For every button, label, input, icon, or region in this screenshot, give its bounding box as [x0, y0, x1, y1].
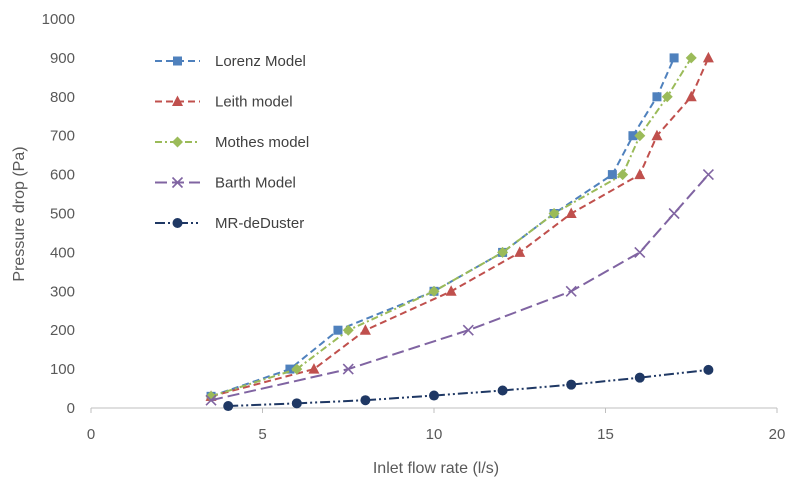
- data-point: [428, 285, 440, 297]
- data-point: [669, 53, 679, 63]
- data-point: [628, 131, 638, 141]
- legend-marker: [173, 56, 182, 66]
- data-point: [497, 385, 508, 396]
- data-point: [333, 325, 343, 335]
- data-point: [342, 363, 354, 375]
- data-point: [702, 169, 714, 181]
- y-tick-label: 500: [50, 206, 75, 223]
- legend-marker: [172, 136, 183, 148]
- series-line: [210, 57, 710, 398]
- series-4: [223, 364, 714, 412]
- x-axis-title: Inlet flow rate (l/s): [373, 460, 499, 477]
- data-point: [497, 246, 509, 258]
- x-tick-label: 15: [597, 426, 614, 443]
- y-tick-label: 700: [50, 128, 75, 145]
- y-tick-label: 200: [50, 322, 75, 339]
- y-axis-title: Pressure drop (Pa): [11, 146, 28, 281]
- legend-item: Lorenz Model: [155, 53, 306, 70]
- data-point: [703, 364, 714, 375]
- data-point: [291, 398, 302, 409]
- series-line: [210, 57, 676, 398]
- legend-label: Barth Model: [215, 175, 296, 192]
- y-tick-label: 800: [50, 89, 75, 106]
- data-point: [359, 324, 371, 335]
- data-point: [565, 207, 577, 218]
- y-tick-label: 400: [50, 244, 75, 261]
- data-point: [205, 394, 217, 406]
- legend-label: Mothes model: [215, 134, 309, 151]
- data-point: [634, 168, 646, 180]
- series-line: [210, 57, 693, 398]
- data-point: [685, 52, 697, 64]
- data-point: [360, 395, 371, 406]
- data-point: [514, 246, 526, 257]
- data-point: [429, 390, 439, 401]
- data-point: [634, 246, 646, 258]
- legend-marker: [171, 176, 184, 189]
- data-point: [652, 92, 662, 102]
- y-tick-label: 1000: [42, 11, 75, 28]
- data-point: [445, 285, 457, 296]
- legend-label: Lorenz Model: [215, 53, 306, 70]
- data-point: [634, 130, 646, 142]
- data-point: [342, 324, 354, 336]
- legend-label: MR-deDuster: [215, 215, 304, 232]
- y-tick-label: 900: [50, 50, 75, 67]
- data-point: [661, 91, 673, 103]
- x-tick-label: 10: [426, 426, 443, 443]
- y-tick-label: 0: [67, 400, 75, 417]
- data-point: [685, 90, 697, 102]
- data-point: [548, 208, 560, 219]
- data-point: [462, 324, 474, 336]
- legend-item: MR-deDuster: [155, 215, 304, 232]
- y-tick-label: 100: [50, 361, 75, 378]
- y-tick-label: 600: [50, 167, 75, 184]
- legend-marker: [172, 218, 183, 228]
- series-layer: [205, 51, 714, 412]
- data-point: [308, 363, 320, 374]
- data-point: [223, 401, 234, 412]
- data-point: [291, 363, 303, 375]
- data-point: [607, 170, 617, 180]
- data-point: [651, 129, 663, 141]
- legend-marker: [172, 95, 183, 106]
- series-3: [205, 169, 714, 406]
- data-point: [668, 207, 680, 220]
- data-point: [617, 169, 629, 181]
- data-point: [285, 364, 295, 374]
- data-point: [634, 372, 645, 383]
- data-point: [566, 379, 577, 390]
- x-tick-label: 5: [258, 426, 266, 443]
- data-point: [702, 51, 714, 63]
- legend: Lorenz Model Leith model Mothes model Barth…: [155, 53, 309, 232]
- legend-item: Mothes model: [155, 134, 309, 151]
- legend-item: Barth Model: [155, 175, 296, 192]
- y-tick-label: 300: [50, 283, 75, 300]
- x-tick-label: 0: [87, 426, 95, 443]
- data-point: [565, 285, 577, 297]
- legend-item: Leith model: [155, 94, 293, 111]
- legend-label: Leith model: [215, 94, 293, 111]
- x-tick-label: 20: [769, 426, 786, 443]
